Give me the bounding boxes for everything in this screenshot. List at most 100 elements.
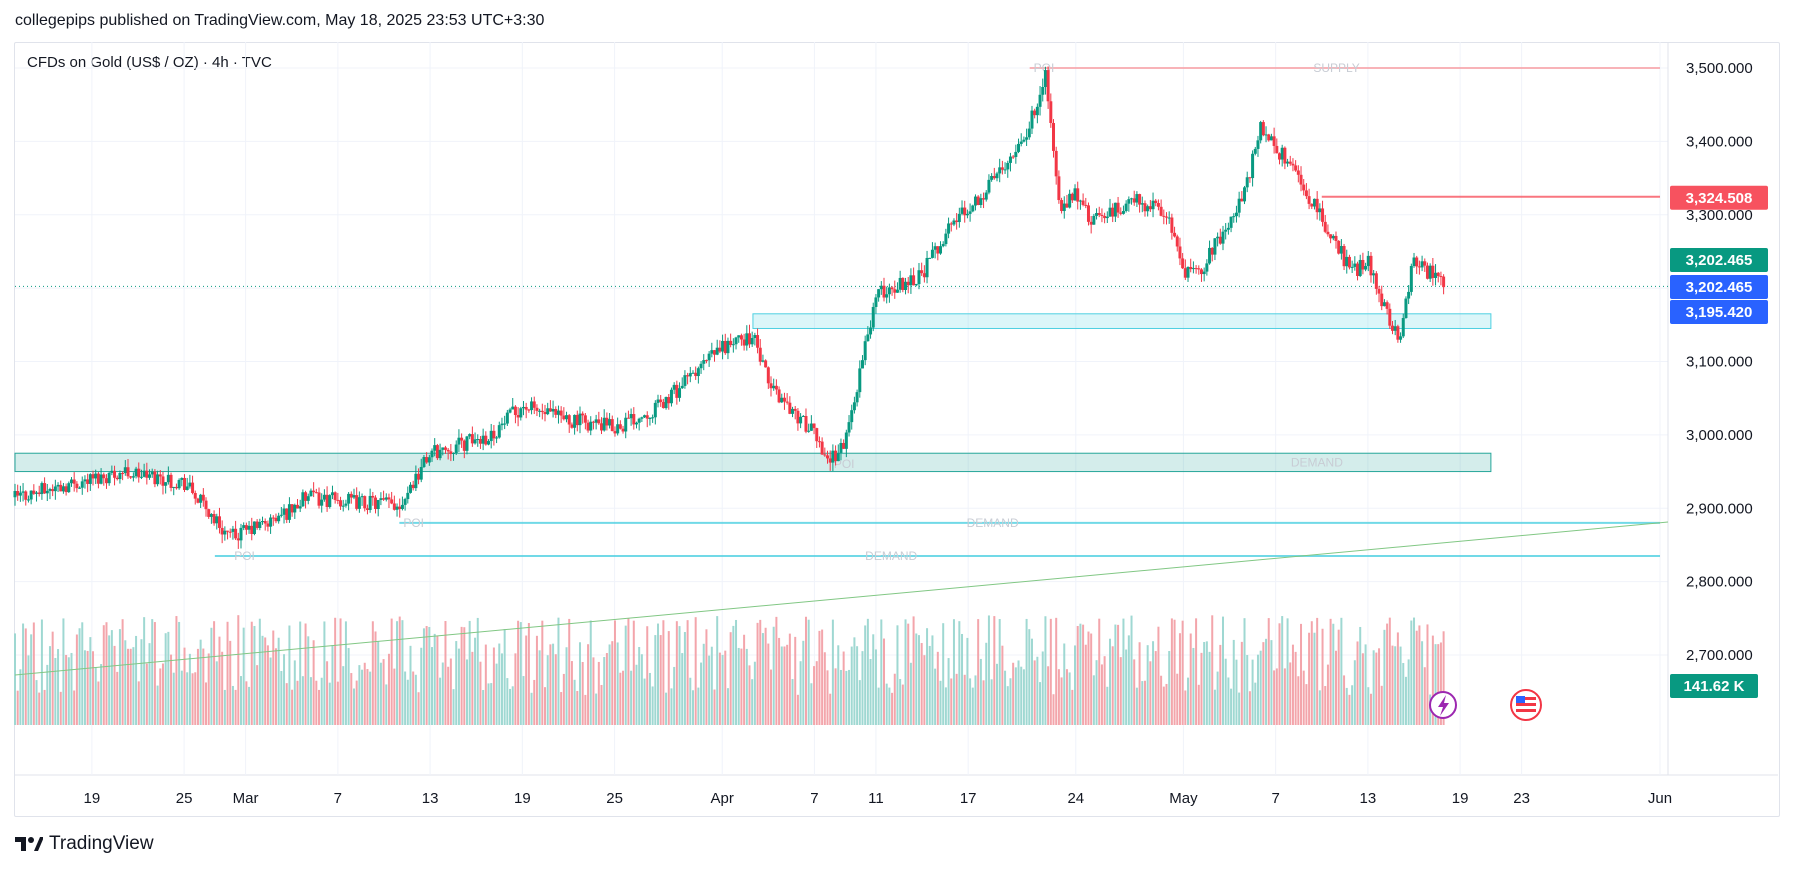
candle-body [1286,161,1290,164]
candle-body [212,513,216,524]
candle-body [1401,318,1405,337]
volume-bar [439,677,442,725]
volume-bar [301,676,304,725]
volume-bar [1369,693,1372,725]
volume-bar [907,623,910,725]
volume-bar [452,689,455,725]
y-tick-label: 3,000.000 [1686,427,1753,444]
candle-body [1078,200,1082,202]
candle-body [80,481,84,488]
volume-bar [57,649,60,725]
volume-bar [761,633,764,725]
candle-body [1006,162,1010,170]
x-tick-label: 25 [176,790,193,807]
volume-bar [231,685,234,725]
volume-bar [1265,638,1268,725]
volume-bar [942,623,945,725]
volume-bar [597,661,600,725]
candle-body [632,414,636,425]
candle-body [32,490,36,494]
candle-body [1275,145,1279,154]
candle-body [661,402,665,409]
volume-bar [560,692,563,725]
volume-bar [447,666,450,725]
candle-body [131,476,135,478]
time-axis[interactable]: 19 25 Mar 7 13 19 25 Apr 7 11 17 24 May 7 13 19 23 Jun [84,790,1673,807]
volume-bar [705,629,708,725]
candle-body [1342,246,1346,267]
lightning-icon[interactable] [1429,691,1457,719]
candle-body [145,470,149,478]
volume-bar [961,633,964,725]
candle-body [785,401,789,403]
volume-bar [1033,660,1036,725]
volume-bar [985,642,988,725]
price-axis[interactable]: 3,500.0003,400.0003,300.0003,200.0003,10… [1686,60,1753,664]
candle-body [624,417,628,432]
volume-bar [393,668,396,725]
volume-bar [1216,671,1219,725]
candle-body [898,277,902,290]
tradingview-brand[interactable]: TradingView [15,832,154,856]
candle-body [121,473,125,475]
volume-bar [786,644,789,725]
volume-bar [1230,688,1233,725]
volume-bar [1273,670,1276,725]
volume-bar [1434,644,1437,725]
volume-bar [479,661,482,725]
volume-bar [678,626,681,725]
candle-body [1135,194,1139,203]
candle-body [489,430,493,442]
candle-body [325,494,329,507]
candle-body [1415,257,1419,267]
candle-body [271,517,275,519]
volume-bar [1100,664,1103,725]
candle-body [53,486,57,492]
volume-bar [482,690,485,725]
volume-bar [969,678,972,725]
volume-bar [1208,651,1211,725]
volume-bar [1291,644,1294,725]
volume-bar [648,672,651,725]
candle-body [1390,325,1394,331]
volume-bar [979,658,982,725]
candle-body [158,474,162,477]
candle-body [1261,122,1265,136]
candle-body [1280,147,1284,160]
candle-body [1329,234,1333,239]
candle-body [269,517,273,527]
volume-bar [1442,631,1445,725]
candle-body [511,406,515,410]
candle-body [645,415,649,419]
candle-body [1345,256,1349,267]
candle-body [339,500,343,507]
candle-body [164,482,168,486]
volume-bar [444,621,447,725]
volume-bar [1192,647,1195,725]
price-badge [1670,248,1768,272]
volume-bar [1364,644,1367,725]
volume-bar [129,648,132,725]
us-flag-icon[interactable] [1510,689,1542,721]
volume-bar [1297,676,1300,725]
volume-bar [441,662,444,725]
volume-bar [538,650,541,725]
volume-bar [635,664,638,725]
volume-bar [178,621,181,725]
volume-bar [1254,682,1257,725]
candle-body [153,471,157,485]
volume-bar [1286,618,1289,725]
candle-body [1073,188,1077,201]
candle-body [591,421,595,423]
candle-body [842,442,846,449]
candle-body [500,423,504,426]
candle-body [990,175,994,180]
volume-bar [1415,630,1418,725]
volume-bar [277,637,280,725]
volume-bar [1157,626,1160,725]
candle-body [1361,259,1365,270]
chart-icons[interactable] [1429,689,1542,721]
volume-bar [151,619,154,725]
candle-body [134,468,138,477]
